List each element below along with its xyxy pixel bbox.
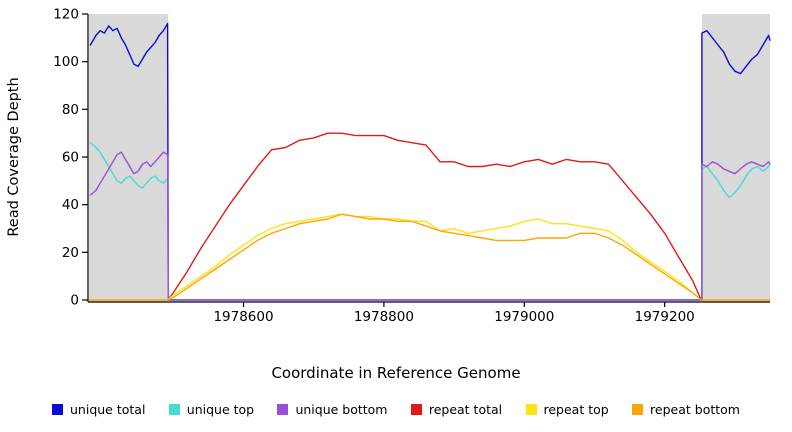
legend-swatch-unique-total — [52, 404, 63, 415]
chart-canvas: 1978600 1978800 1979000 1979200 0 20 40 60 80 100… — [6, 7, 771, 325]
x-tick-label: 1979000 — [494, 309, 554, 325]
legend-label: unique bottom — [295, 402, 388, 417]
legend-swatch-unique-bottom — [277, 404, 289, 415]
series-repeat-bottom — [88, 213, 771, 301]
legend: unique total unique top unique bottom repea… — [0, 402, 792, 417]
legend-label: unique total — [70, 402, 146, 417]
x-axis-title: Coordinate in Reference Genome — [271, 364, 521, 382]
y-tick-label: 20 — [62, 245, 79, 261]
y-axis-title: Read Coverage Depth — [6, 77, 22, 236]
legend-label: repeat bottom — [650, 402, 740, 417]
shaded-region — [89, 14, 169, 302]
shaded-region — [701, 14, 770, 302]
y-tick-label: 100 — [53, 54, 79, 70]
series-repeat-total — [166, 132, 702, 301]
y-tick-label: 80 — [62, 102, 79, 118]
x-tick-label: 1978600 — [213, 309, 273, 325]
legend-swatch-unique-top — [168, 404, 180, 415]
series-unique-top — [89, 141, 771, 301]
legend-item-unique-total: unique total — [52, 402, 145, 417]
x-tick-label: 1979200 — [635, 309, 695, 325]
y-tick-label: 60 — [62, 150, 79, 166]
legend-label: repeat total — [428, 402, 503, 417]
x-tick-label: 1978800 — [354, 309, 414, 325]
legend-item-repeat-top: repeat top — [525, 402, 609, 417]
y-tick-label: 120 — [53, 7, 79, 23]
legend-item-unique-top: unique top — [168, 402, 255, 417]
legend-swatch-repeat-top — [525, 404, 537, 415]
y-tick-label: 40 — [62, 197, 79, 213]
legend-swatch-repeat-total — [410, 404, 422, 415]
series-unique-total — [89, 22, 771, 301]
series-unique-bottom — [89, 151, 771, 301]
series-repeat-top — [166, 213, 702, 301]
legend-label: unique top — [186, 402, 255, 417]
y-tick-label: 0 — [70, 293, 79, 309]
legend-swatch-repeat-bottom — [632, 404, 644, 415]
legend-item-repeat-total: repeat total — [410, 402, 503, 417]
legend-label: repeat top — [543, 402, 609, 417]
legend-item-unique-bottom: unique bottom — [277, 402, 388, 417]
legend-item-repeat-bottom: repeat bottom — [632, 402, 740, 417]
